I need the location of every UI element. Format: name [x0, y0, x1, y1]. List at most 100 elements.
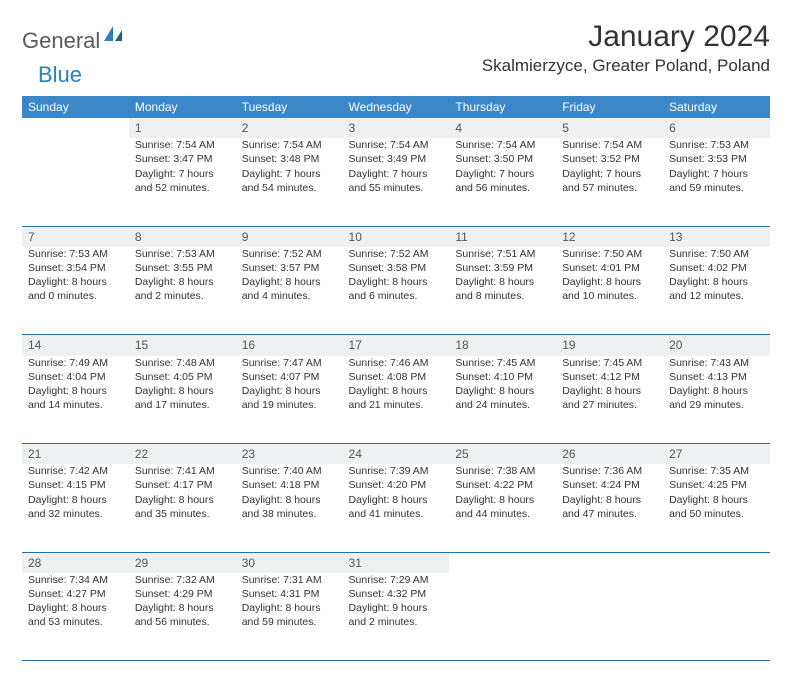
- sunset-line: Sunset: 3:49 PM: [349, 152, 444, 166]
- sunset-line: Sunset: 4:08 PM: [349, 370, 444, 384]
- day-header: Friday: [556, 96, 663, 118]
- daylight-line: Daylight: 8 hours and 8 minutes.: [455, 275, 550, 303]
- daylight-line: Daylight: 8 hours and 53 minutes.: [28, 601, 123, 629]
- sunrise-line: Sunrise: 7:43 AM: [669, 356, 764, 370]
- sunrise-line: Sunrise: 7:29 AM: [349, 573, 444, 587]
- day-number: 18: [449, 335, 556, 356]
- sunrise-line: Sunrise: 7:54 AM: [349, 138, 444, 152]
- day-number: 10: [343, 226, 450, 247]
- day-number: 21: [22, 444, 129, 465]
- day-cell: Sunrise: 7:53 AMSunset: 3:54 PMDaylight:…: [22, 247, 129, 335]
- daylight-line: Daylight: 8 hours and 17 minutes.: [135, 384, 230, 412]
- day-cell: [556, 573, 663, 661]
- day-cell: Sunrise: 7:52 AMSunset: 3:57 PMDaylight:…: [236, 247, 343, 335]
- day-cell: Sunrise: 7:35 AMSunset: 4:25 PMDaylight:…: [663, 464, 770, 552]
- day-number: 7: [22, 226, 129, 247]
- daylight-line: Daylight: 8 hours and 47 minutes.: [562, 493, 657, 521]
- day-data-row: Sunrise: 7:53 AMSunset: 3:54 PMDaylight:…: [22, 247, 770, 335]
- sunset-line: Sunset: 4:15 PM: [28, 478, 123, 492]
- day-cell: Sunrise: 7:54 AMSunset: 3:52 PMDaylight:…: [556, 138, 663, 226]
- day-number: [22, 118, 129, 138]
- daylight-line: Daylight: 8 hours and 44 minutes.: [455, 493, 550, 521]
- sunrise-line: Sunrise: 7:35 AM: [669, 464, 764, 478]
- sunset-line: Sunset: 3:52 PM: [562, 152, 657, 166]
- sunrise-line: Sunrise: 7:45 AM: [562, 356, 657, 370]
- day-number: 19: [556, 335, 663, 356]
- day-cell: Sunrise: 7:45 AMSunset: 4:12 PMDaylight:…: [556, 356, 663, 444]
- day-cell: Sunrise: 7:45 AMSunset: 4:10 PMDaylight:…: [449, 356, 556, 444]
- sunset-line: Sunset: 4:31 PM: [242, 587, 337, 601]
- sunset-line: Sunset: 4:25 PM: [669, 478, 764, 492]
- sunset-line: Sunset: 4:10 PM: [455, 370, 550, 384]
- sunset-line: Sunset: 4:17 PM: [135, 478, 230, 492]
- day-data-row: Sunrise: 7:49 AMSunset: 4:04 PMDaylight:…: [22, 356, 770, 444]
- day-header: Wednesday: [343, 96, 450, 118]
- day-cell: Sunrise: 7:43 AMSunset: 4:13 PMDaylight:…: [663, 356, 770, 444]
- daylight-line: Daylight: 7 hours and 56 minutes.: [455, 167, 550, 195]
- sunset-line: Sunset: 4:29 PM: [135, 587, 230, 601]
- day-cell: Sunrise: 7:41 AMSunset: 4:17 PMDaylight:…: [129, 464, 236, 552]
- daylight-line: Daylight: 8 hours and 32 minutes.: [28, 493, 123, 521]
- sunrise-line: Sunrise: 7:50 AM: [669, 247, 764, 261]
- sunrise-line: Sunrise: 7:39 AM: [349, 464, 444, 478]
- day-cell: Sunrise: 7:51 AMSunset: 3:59 PMDaylight:…: [449, 247, 556, 335]
- title-block: January 2024 Skalmierzyce, Greater Polan…: [482, 20, 770, 76]
- day-cell: [663, 573, 770, 661]
- sunrise-line: Sunrise: 7:50 AM: [562, 247, 657, 261]
- sunrise-line: Sunrise: 7:49 AM: [28, 356, 123, 370]
- day-number: 1: [129, 118, 236, 138]
- day-cell: [22, 138, 129, 226]
- sunrise-line: Sunrise: 7:52 AM: [242, 247, 337, 261]
- month-title: January 2024: [482, 20, 770, 54]
- day-cell: Sunrise: 7:32 AMSunset: 4:29 PMDaylight:…: [129, 573, 236, 661]
- day-cell: Sunrise: 7:46 AMSunset: 4:08 PMDaylight:…: [343, 356, 450, 444]
- day-number: 31: [343, 552, 450, 573]
- daylight-line: Daylight: 7 hours and 57 minutes.: [562, 167, 657, 195]
- sunrise-line: Sunrise: 7:40 AM: [242, 464, 337, 478]
- day-number: 24: [343, 444, 450, 465]
- logo-sail-icon: [103, 26, 123, 49]
- sunrise-line: Sunrise: 7:54 AM: [562, 138, 657, 152]
- day-data-row: Sunrise: 7:34 AMSunset: 4:27 PMDaylight:…: [22, 573, 770, 661]
- day-header: Sunday: [22, 96, 129, 118]
- day-number: 13: [663, 226, 770, 247]
- day-header: Saturday: [663, 96, 770, 118]
- day-number: 3: [343, 118, 450, 138]
- daylight-line: Daylight: 8 hours and 56 minutes.: [135, 601, 230, 629]
- sunset-line: Sunset: 4:07 PM: [242, 370, 337, 384]
- day-header-row: SundayMondayTuesdayWednesdayThursdayFrid…: [22, 96, 770, 118]
- sunrise-line: Sunrise: 7:41 AM: [135, 464, 230, 478]
- sunset-line: Sunset: 4:27 PM: [28, 587, 123, 601]
- day-cell: Sunrise: 7:53 AMSunset: 3:53 PMDaylight:…: [663, 138, 770, 226]
- day-number: 16: [236, 335, 343, 356]
- sunset-line: Sunset: 4:32 PM: [349, 587, 444, 601]
- day-cell: Sunrise: 7:34 AMSunset: 4:27 PMDaylight:…: [22, 573, 129, 661]
- day-cell: Sunrise: 7:50 AMSunset: 4:02 PMDaylight:…: [663, 247, 770, 335]
- daylight-line: Daylight: 7 hours and 54 minutes.: [242, 167, 337, 195]
- sunrise-line: Sunrise: 7:45 AM: [455, 356, 550, 370]
- sunrise-line: Sunrise: 7:46 AM: [349, 356, 444, 370]
- sunrise-line: Sunrise: 7:48 AM: [135, 356, 230, 370]
- sunset-line: Sunset: 4:12 PM: [562, 370, 657, 384]
- day-number-row: 28293031: [22, 552, 770, 573]
- logo-text-blue: Blue: [38, 62, 82, 88]
- daylight-line: Daylight: 7 hours and 55 minutes.: [349, 167, 444, 195]
- day-number: 15: [129, 335, 236, 356]
- day-cell: Sunrise: 7:31 AMSunset: 4:31 PMDaylight:…: [236, 573, 343, 661]
- day-number: [556, 552, 663, 573]
- day-number: 6: [663, 118, 770, 138]
- sunset-line: Sunset: 4:01 PM: [562, 261, 657, 275]
- day-cell: Sunrise: 7:47 AMSunset: 4:07 PMDaylight:…: [236, 356, 343, 444]
- sunset-line: Sunset: 3:48 PM: [242, 152, 337, 166]
- daylight-line: Daylight: 8 hours and 2 minutes.: [135, 275, 230, 303]
- sunset-line: Sunset: 4:18 PM: [242, 478, 337, 492]
- day-number: 27: [663, 444, 770, 465]
- day-number: 20: [663, 335, 770, 356]
- sunrise-line: Sunrise: 7:34 AM: [28, 573, 123, 587]
- day-number: 25: [449, 444, 556, 465]
- sunrise-line: Sunrise: 7:53 AM: [135, 247, 230, 261]
- day-number-row: 123456: [22, 118, 770, 138]
- sunset-line: Sunset: 3:57 PM: [242, 261, 337, 275]
- daylight-line: Daylight: 8 hours and 21 minutes.: [349, 384, 444, 412]
- day-cell: Sunrise: 7:50 AMSunset: 4:01 PMDaylight:…: [556, 247, 663, 335]
